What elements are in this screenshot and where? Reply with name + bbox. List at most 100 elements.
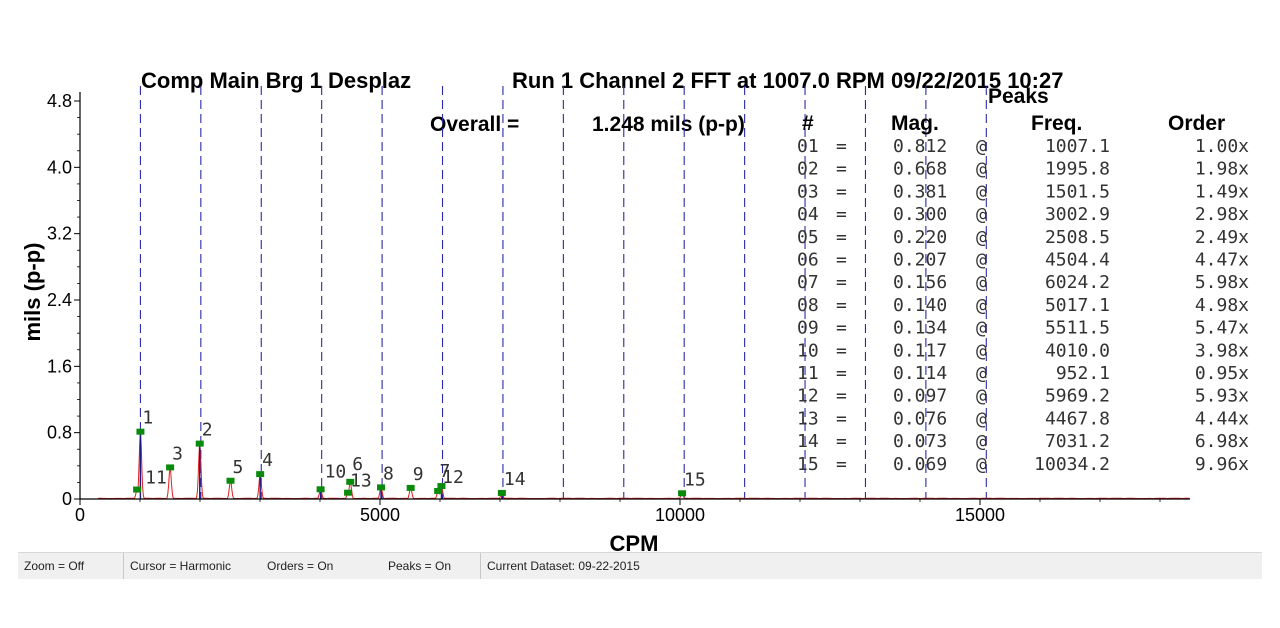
peak-marker-6 [346, 478, 355, 485]
y-tick-label: 4.0 [47, 157, 72, 177]
peak-row-at: @ [976, 431, 987, 452]
status-cursor[interactable]: Cursor = Harmonic [123, 553, 254, 579]
peaks-table-row: 02 = 0.668 @1995.8 1.98x [797, 159, 1249, 180]
fft-spectrum-chart: Comp Main Brg 1 Desplaz Run 1 Channel 2 … [20, 68, 1249, 552]
peak-row-at: @ [976, 295, 987, 316]
peak-row-order: 5.98x [1195, 272, 1249, 293]
peak-row-at: @ [976, 454, 987, 475]
peak-row-mag: 0.076 [893, 408, 947, 429]
peak-row-order: 0.95x [1195, 363, 1249, 384]
peak-row-mag: 0.069 [893, 454, 947, 475]
peak-row-num: 12 [797, 386, 819, 407]
peak-row-num: 06 [797, 250, 819, 271]
peak-row-num: 13 [797, 408, 819, 429]
peaks-header-mag: Mag. [891, 112, 939, 135]
peaks-header-freq: Freq. [1031, 112, 1082, 135]
peak-row-eq: = [836, 318, 847, 339]
peak-row-at: @ [976, 363, 987, 384]
peak-row-mag: 0.140 [893, 295, 947, 316]
peak-row-mag: 0.668 [893, 159, 947, 180]
chart-title-right: Run 1 Channel 2 FFT at 1007.0 RPM 09/22/… [512, 68, 1063, 93]
peaks-table-title: Peaks [988, 85, 1049, 108]
peaks-table-row: 12 = 0.097 @5969.2 5.93x [797, 386, 1249, 407]
peaks-table-row: 10 = 0.117 @4010.0 3.98x [797, 340, 1249, 361]
overall-label: Overall = [430, 113, 519, 136]
peak-row-num: 03 [797, 181, 819, 202]
peaks-table: Peaks # Mag. Freq. Order 01 = 0.812 @1007.1… [797, 85, 1249, 475]
peak-row-mag: 0.207 [893, 250, 947, 271]
y-tick-label: 0.8 [47, 423, 72, 443]
peak-row-eq: = [836, 431, 847, 452]
peaks-table-row: 07 = 0.156 @6024.2 5.98x [797, 272, 1249, 293]
status-peaks[interactable]: Peaks = On [388, 559, 452, 573]
status-current-dataset: Current Dataset: 09-22-2015 [480, 553, 747, 579]
peak-row-num: 09 [797, 318, 819, 339]
peak-row-mag: 0.156 [893, 272, 947, 293]
peak-row-mag: 0.300 [893, 204, 947, 225]
peak-row-order: 1.49x [1195, 181, 1249, 202]
peak-label-8: 8 [383, 463, 394, 484]
peaks-table-row: 09 = 0.134 @5511.5 5.47x [797, 318, 1249, 339]
peak-row-num: 10 [797, 340, 819, 361]
peak-label-7: 7 [439, 461, 450, 482]
peak-row-num: 04 [797, 204, 819, 225]
peak-label-3: 3 [172, 443, 183, 464]
y-axis-label: mils (p-p) [20, 243, 45, 342]
peaks-header-order: Order [1168, 112, 1225, 135]
x-axis-label: CPM [610, 531, 659, 552]
peak-marker-9 [406, 484, 415, 491]
peak-marker-8 [377, 484, 386, 491]
peak-marker-1 [136, 428, 145, 435]
peak-label-6: 6 [352, 454, 363, 475]
peak-row-eq: = [836, 181, 847, 202]
peak-row-num: 08 [797, 295, 819, 316]
peak-row-freq: 4504.4 [1045, 250, 1110, 271]
peak-marker-11 [133, 486, 142, 493]
peak-label-13: 13 [350, 471, 372, 492]
peak-row-eq: = [836, 454, 847, 475]
peak-row-mag: 0.117 [893, 340, 947, 361]
peak-row-at: @ [976, 227, 987, 248]
y-tick-label: 1.6 [47, 356, 72, 376]
peak-row-mag: 0.097 [893, 386, 947, 407]
peak-row-mag: 0.220 [893, 227, 947, 248]
peak-row-freq: 5511.5 [1045, 318, 1110, 339]
peaks-table-row: 13 = 0.076 @4467.8 4.44x [797, 408, 1249, 429]
peak-row-order: 4.47x [1195, 250, 1249, 271]
peak-label-2: 2 [202, 420, 213, 441]
peak-row-freq: 5969.2 [1045, 386, 1110, 407]
peaks-table-row: 06 = 0.207 @4504.4 4.47x [797, 250, 1249, 271]
peak-row-freq: 4467.8 [1045, 408, 1110, 429]
peak-row-num: 02 [797, 159, 819, 180]
status-orders[interactable]: Orders = On [267, 559, 334, 573]
peak-row-at: @ [976, 136, 987, 157]
x-tick-label: 0 [75, 505, 85, 525]
peak-row-freq: 1007.1 [1045, 136, 1110, 157]
peak-marker-14 [497, 489, 506, 496]
peak-row-at: @ [976, 386, 987, 407]
peak-label-11: 11 [145, 468, 167, 489]
x-tick-label: 5000 [360, 505, 400, 525]
peaks-table-row: 14 = 0.073 @7031.2 6.98x [797, 431, 1249, 452]
peak-row-freq: 7031.2 [1045, 431, 1110, 452]
peak-row-at: @ [976, 204, 987, 225]
peak-marker-3 [166, 464, 175, 471]
peak-row-at: @ [976, 181, 987, 202]
peak-row-eq: = [836, 295, 847, 316]
status-zoom[interactable]: Zoom = Off [24, 559, 85, 573]
peak-marker-13 [344, 489, 353, 496]
peak-row-order: 5.47x [1195, 318, 1249, 339]
peak-row-mag: 0.381 [893, 181, 947, 202]
peaks-table-row: 05 = 0.220 @2508.5 2.49x [797, 227, 1249, 248]
y-tick-label: 0 [62, 489, 72, 509]
peak-row-freq: 952.1 [1056, 363, 1110, 384]
peak-marker-10 [316, 486, 325, 493]
peak-row-eq: = [836, 386, 847, 407]
peak-row-mag: 0.812 [893, 136, 947, 157]
peak-row-eq: = [836, 272, 847, 293]
peak-row-num: 14 [797, 431, 819, 452]
peak-row-mag: 0.114 [893, 363, 947, 384]
x-tick-label: 10000 [655, 505, 705, 525]
peak-row-order: 1.00x [1195, 136, 1249, 157]
